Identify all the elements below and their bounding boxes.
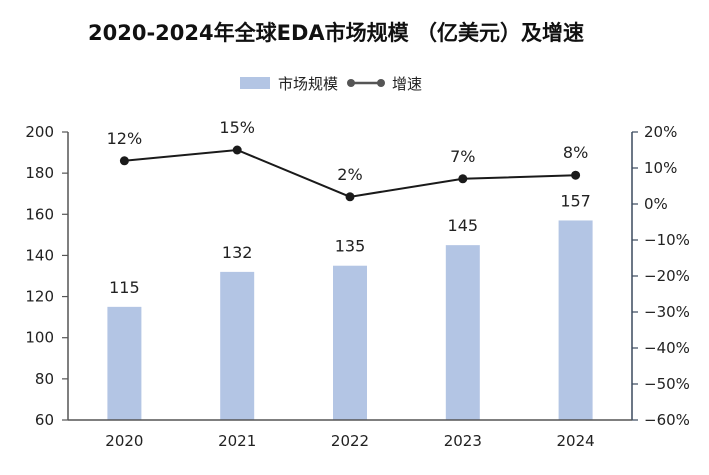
bar-value-label: 135 [335,237,366,256]
growth-point [119,156,129,166]
bar [558,220,593,420]
right-tick-label: −40% [644,339,690,357]
x-tick-label: 2020 [105,432,143,450]
bar [107,306,142,420]
chart-title: 2020-2024年全球EDA市场规模 （亿美元）及增速 [88,21,584,45]
left-tick-label: 80 [35,370,54,388]
legend-bar-label: 市场规模 [278,75,338,93]
bar-value-label: 132 [222,243,253,262]
growth-point [571,170,581,180]
legend-line-label: 增速 [392,75,422,93]
right-tick-label: −20% [644,267,690,285]
x-tick-label: 2023 [444,432,482,450]
left-tick-label: 180 [25,164,54,182]
bar-series: 115 132 135 145 157 [107,191,593,420]
growth-value-label: 7% [450,147,475,166]
left-tick-label: 200 [25,123,54,141]
legend-line-marker [377,79,385,87]
legend: 市场规模 增速 [240,75,422,93]
bar-value-label: 145 [448,216,479,235]
left-tick-label: 140 [25,246,54,264]
x-tick-label: 2022 [331,432,369,450]
bar-value-label: 115 [109,278,140,297]
right-tick-label: −30% [644,303,690,321]
right-axis: 20% 10% 0% −10% −20% −30% −40% −50% −60% [631,123,690,429]
growth-value-label: 12% [107,129,143,148]
right-tick-label: 20% [644,123,677,141]
bar [333,265,367,420]
growth-point [232,145,242,155]
left-tick-label: 60 [35,411,54,429]
right-tick-label: 0% [644,195,668,213]
line-series: 12% 15% 2% 7% 8% [107,118,588,202]
growth-point [345,192,355,202]
bar-value-label: 157 [560,191,591,210]
x-axis: 2020 2021 2022 2023 2024 [68,419,632,450]
growth-value-label: 8% [563,143,588,162]
growth-value-label: 2% [337,165,362,184]
right-tick-label: −10% [644,231,690,249]
legend-line-marker [347,79,355,87]
right-tick-label: −50% [644,375,690,393]
right-tick-label: 10% [644,159,677,177]
left-tick-label: 100 [25,329,54,347]
legend-bar-swatch [240,77,270,89]
bar [220,271,255,420]
x-tick-label: 2024 [557,432,595,450]
right-tick-label: −60% [644,411,690,429]
left-tick-label: 160 [25,205,54,223]
bar [445,245,480,420]
growth-value-label: 15% [219,118,255,137]
x-tick-label: 2021 [218,432,256,450]
left-axis: 200 180 160 140 120 100 80 60 [25,123,69,429]
left-tick-label: 120 [25,288,54,306]
growth-point [458,174,468,184]
